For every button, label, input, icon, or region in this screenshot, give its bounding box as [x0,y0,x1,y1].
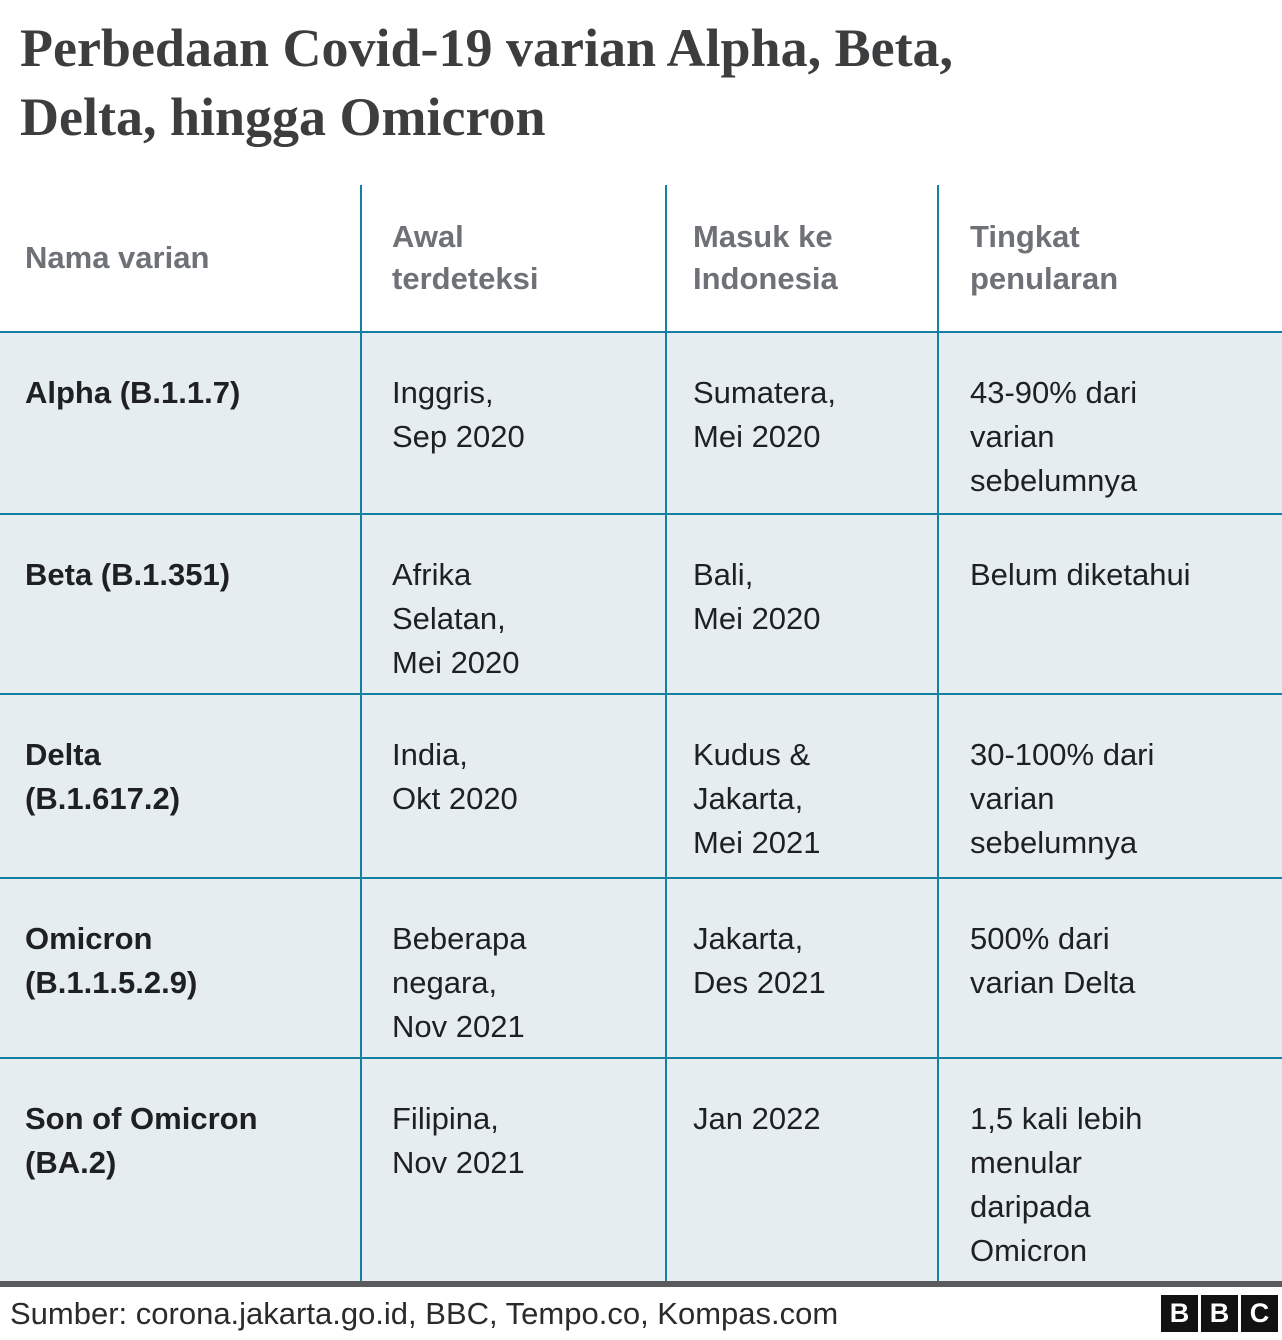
detected-cell: India, Okt 2020 [360,695,665,877]
entered-cell: Bali, Mei 2020 [665,515,937,693]
page-title: Perbedaan Covid-19 varian Alpha, Beta, D… [20,18,954,147]
column-header-awal-terdeteksi: Awal terdeteksi [360,185,665,331]
footer: Sumber: corona.jakarta.go.id, BBC, Tempo… [0,1287,1282,1340]
entered-cell: Jan 2022 [665,1059,937,1281]
detected-cell: Afrika Selatan, Mei 2020 [360,515,665,693]
transmission-cell: 1,5 kali lebih menular daripada Omicron [937,1059,1282,1281]
column-header-nama-varian: Nama varian [25,240,210,275]
entered-cell: Jakarta, Des 2021 [665,879,937,1057]
variant-name-cell: Alpha (B.1.1.7) [25,375,241,410]
detected-cell: Filipina, Nov 2021 [360,1059,665,1281]
column-header-tingkat-penularan: Tingkat penularan [937,185,1282,331]
table-row-beta: Beta (B.1.351) Afrika Selatan, Mei 2020 … [0,513,1282,693]
table-row-son-of-omicron: Son of Omicron (BA.2) Filipina, Nov 2021… [0,1057,1282,1281]
transmission-cell: 43-90% dari varian sebelumnya [937,333,1282,513]
table-row-alpha: Alpha (B.1.1.7) Inggris, Sep 2020 Sumate… [0,333,1282,513]
detected-cell: Inggris, Sep 2020 [360,333,665,513]
column-header-masuk-ke-indonesia: Masuk ke Indonesia [665,185,937,331]
entered-cell: Sumatera, Mei 2020 [665,333,937,513]
footer-divider-bar [0,1281,1282,1287]
table-body: Alpha (B.1.1.7) Inggris, Sep 2020 Sumate… [0,333,1282,1281]
variant-name-cell: Beta (B.1.351) [25,557,231,592]
transmission-cell: 30-100% dari varian sebelumnya [937,695,1282,877]
table-row-delta: Delta (B.1.617.2) India, Okt 2020 Kudus … [0,693,1282,877]
bbc-logo-block-b1: B [1161,1295,1198,1332]
bbc-logo: B B C [1161,1295,1278,1332]
bbc-logo-block-c: C [1241,1295,1278,1332]
transmission-cell: 500% dari varian Delta [937,879,1282,1057]
transmission-cell: Belum diketahui [937,515,1282,693]
variants-table: Nama varian Awal terdeteksi Masuk ke Ind… [0,185,1282,1281]
table-row-omicron: Omicron (B.1.1.5.2.9) Beberapa negara, N… [0,877,1282,1057]
table-header-row: Nama varian Awal terdeteksi Masuk ke Ind… [0,185,1282,333]
variant-name-cell: Son of Omicron (BA.2) [25,1101,258,1180]
bbc-logo-block-b2: B [1201,1295,1238,1332]
entered-cell: Kudus & Jakarta, Mei 2021 [665,695,937,877]
variant-name-cell: Delta (B.1.617.2) [25,737,181,816]
detected-cell: Beberapa negara, Nov 2021 [360,879,665,1057]
source-text: Sumber: corona.jakarta.go.id, BBC, Tempo… [10,1295,839,1331]
variant-name-cell: Omicron (B.1.1.5.2.9) [25,921,198,1000]
